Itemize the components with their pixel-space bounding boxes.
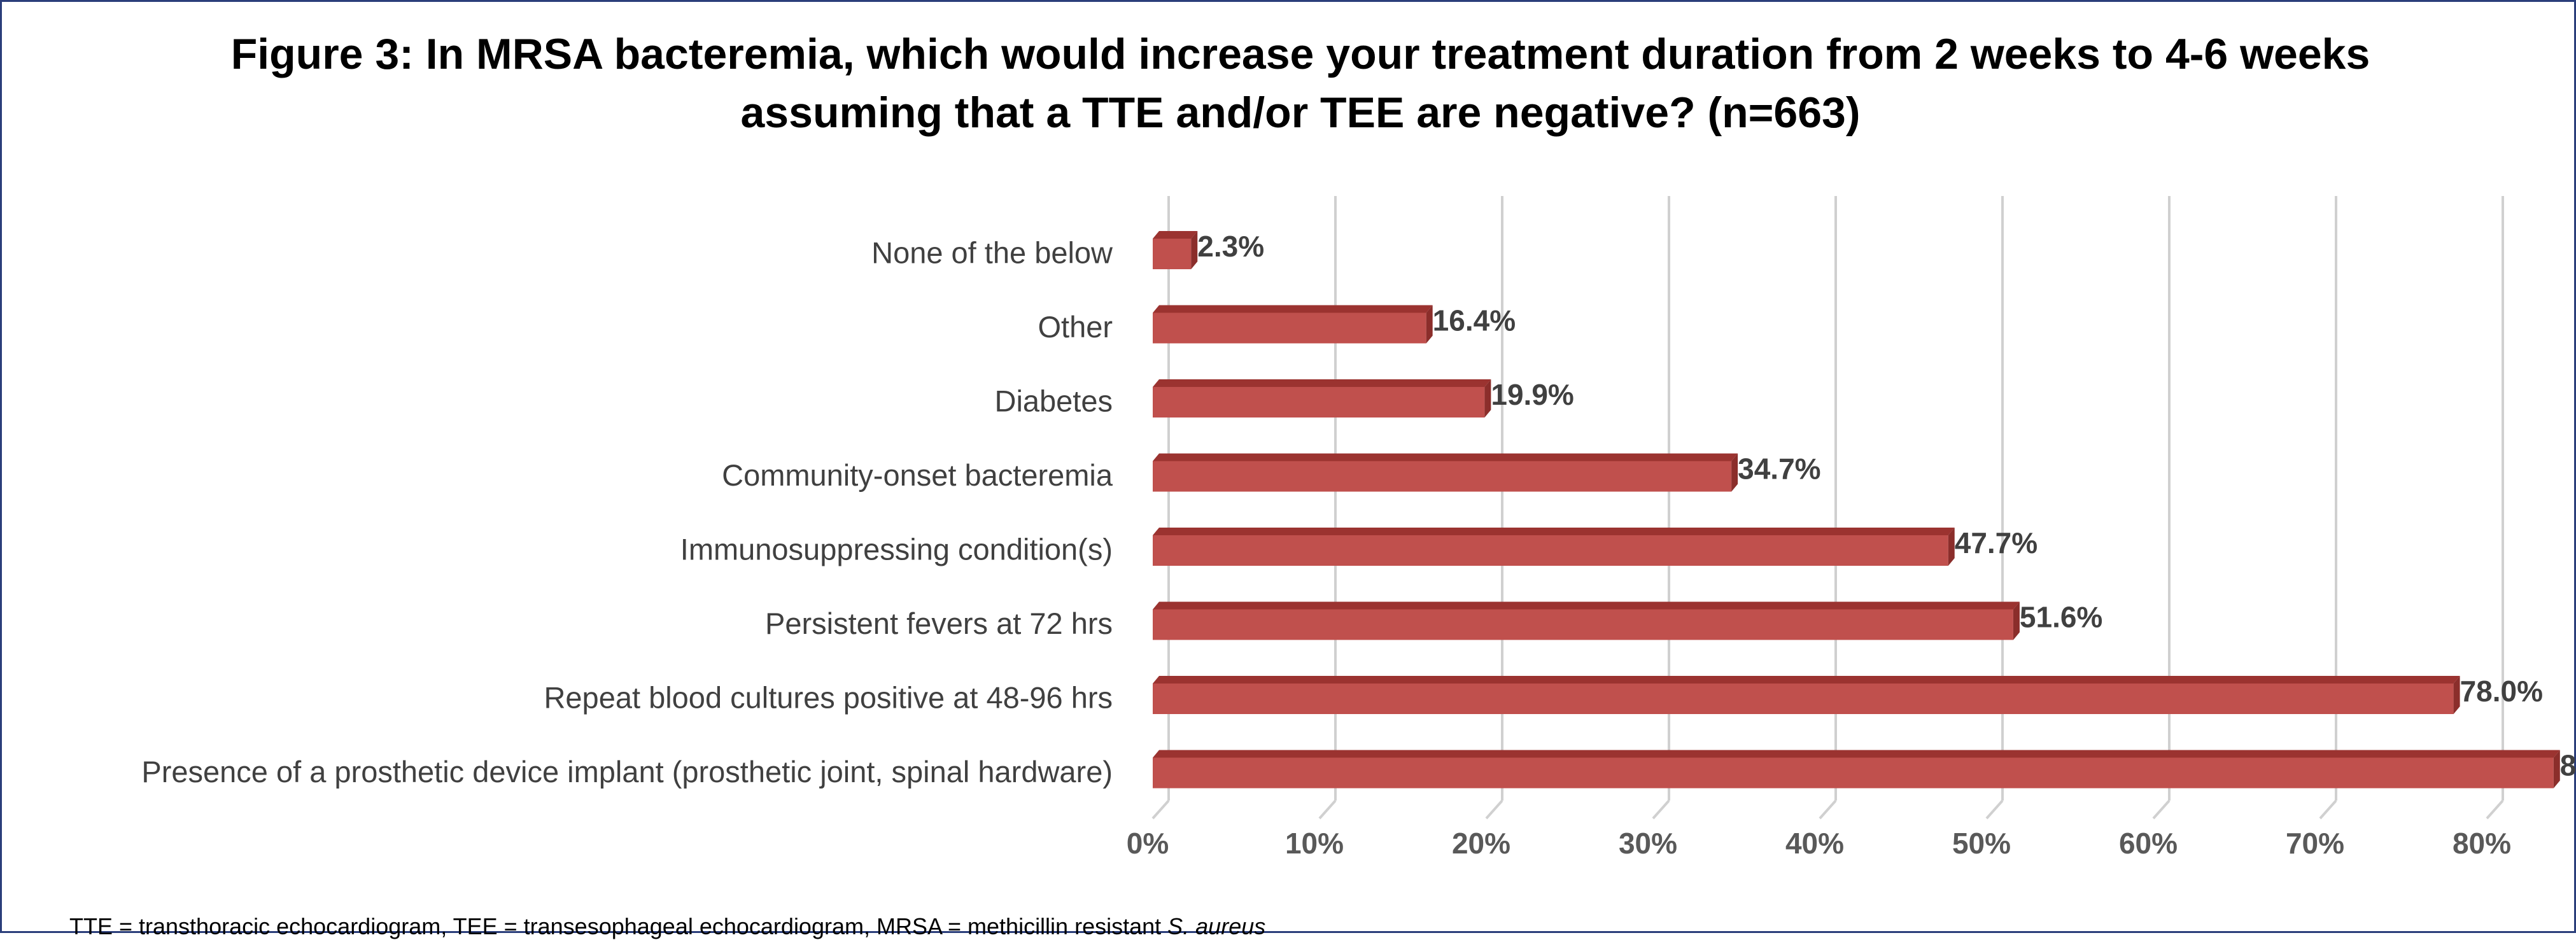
data-label: 2.3%: [1197, 230, 1264, 263]
bar-front-face: [1153, 239, 1192, 269]
gridline-floor: [1819, 799, 1837, 820]
category-label: None of the below: [871, 235, 1113, 269]
bar-top-face: [1153, 601, 2020, 610]
gridline-floor: [1151, 799, 1170, 820]
bar-side-face: [1191, 231, 1198, 269]
x-tick-label: 60%: [2119, 827, 2178, 860]
bar-front-face: [1153, 312, 1426, 344]
data-label: 47.7%: [1955, 526, 2038, 559]
bar: [1153, 676, 2460, 714]
category-label: Presence of a prosthetic device implant …: [141, 755, 1113, 789]
category-label: Diabetes: [995, 384, 1113, 417]
footnote-text: TTE = transthoracic echocardiogram, TEE …: [69, 913, 1168, 939]
data-label: 78.0%: [2460, 675, 2543, 708]
category-label: Other: [1038, 310, 1113, 344]
data-label: 34.7%: [1738, 452, 1820, 486]
bar-front-face: [1153, 757, 2554, 789]
bar-front-face: [1153, 461, 1732, 492]
bar-front-face: [1153, 535, 1948, 566]
chart-title: Figure 3: In MRSA bacteremia, which woul…: [129, 25, 2472, 142]
bar-side-face: [2553, 750, 2560, 789]
gridline-floor: [1652, 799, 1670, 820]
bar-top-face: [1153, 305, 1433, 313]
footnote: TTE = transthoracic echocardiogram, TEE …: [69, 913, 1265, 940]
bar-top-face: [1153, 750, 2560, 758]
bar-front-face: [1153, 387, 1485, 417]
bar: [1153, 528, 1955, 566]
data-label: 16.4%: [1433, 304, 1516, 337]
x-tick-label: 0%: [1127, 827, 1169, 860]
bar-front-face: [1153, 684, 2454, 714]
gridline-floor: [1485, 799, 1503, 820]
x-tick-label: 50%: [1952, 827, 2011, 860]
bar: [1153, 231, 1198, 269]
gridline-floor: [1985, 799, 2004, 820]
bar-top-face: [1153, 528, 1955, 535]
bar-side-face: [1484, 379, 1491, 417]
footnote-italic: S. aureus: [1167, 913, 1266, 939]
bar: [1153, 601, 2020, 640]
bar-side-face: [1426, 305, 1433, 344]
data-label: 84.0%: [2560, 749, 2576, 782]
gridlines: [1151, 196, 2504, 820]
bar-top-face: [1153, 231, 1198, 239]
bar-side-face: [2013, 601, 2020, 640]
bar-top-face: [1153, 379, 1491, 387]
gridline-floor: [2319, 799, 2337, 820]
bar-side-face: [1948, 528, 1955, 566]
chart-title-line-1: Figure 3: In MRSA bacteremia, which woul…: [230, 30, 2370, 78]
x-tick-label: 70%: [2286, 827, 2344, 860]
x-tick-label: 20%: [1452, 827, 1510, 860]
bar: [1153, 379, 1491, 417]
data-label: 51.6%: [2020, 601, 2102, 634]
chart-title-line-2: assuming that a TTE and/or TEE are negat…: [740, 88, 1861, 137]
x-tick-label: 30%: [1619, 827, 1677, 860]
bars: [1153, 231, 2560, 789]
labels: 0%10%20%30%40%50%60%70%80%90%2.3%None of…: [141, 230, 2576, 860]
x-tick-label: 10%: [1285, 827, 1344, 860]
bar: [1153, 305, 1433, 344]
category-label: Community-onset bacteremia: [722, 458, 1113, 492]
bar-side-face: [2453, 676, 2460, 714]
category-label: Persistent fevers at 72 hrs: [765, 607, 1113, 640]
x-tick-label: 40%: [1785, 827, 1844, 860]
bar-top-face: [1153, 453, 1738, 461]
x-tick-label: 80%: [2453, 827, 2511, 860]
gridline-floor: [1318, 799, 1337, 820]
bar-front-face: [1153, 609, 2013, 640]
bar: [1153, 750, 2560, 789]
category-label: Repeat blood cultures positive at 48-96 …: [544, 680, 1113, 714]
gridline-floor: [2486, 799, 2504, 820]
bar: [1153, 453, 1738, 492]
data-label: 19.9%: [1491, 378, 1573, 411]
bar-top-face: [1153, 676, 2460, 684]
bar-side-face: [1731, 453, 1738, 492]
category-label: Immunosuppressing condition(s): [680, 532, 1113, 566]
gridline-floor: [2152, 799, 2171, 820]
